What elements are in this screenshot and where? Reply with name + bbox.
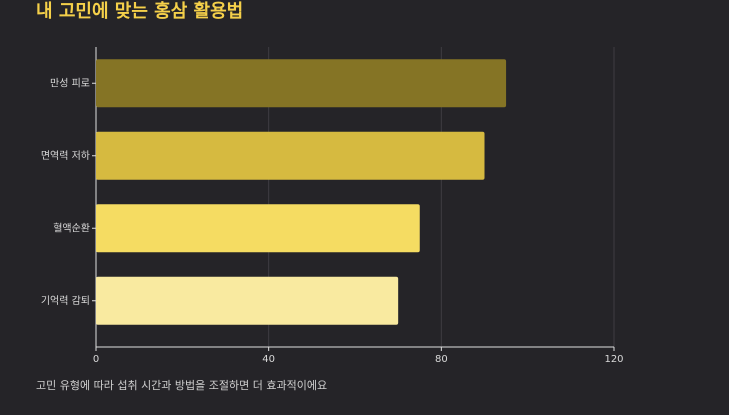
x-tick-label: 80 bbox=[435, 354, 448, 365]
x-tick-label: 120 bbox=[604, 354, 623, 365]
y-tick-label: 만성 피로 bbox=[50, 77, 90, 89]
y-tick-label: 기억력 감퇴 bbox=[41, 295, 90, 307]
footnote: 고민 유형에 따라 섭취 시간과 방법을 조절하면 더 효과적이에요 bbox=[36, 378, 327, 392]
x-tick-label: 0 bbox=[93, 354, 99, 365]
y-tick-label: 혈액순환 bbox=[53, 221, 90, 234]
bar bbox=[96, 276, 399, 325]
x-tick-label: 40 bbox=[262, 354, 275, 365]
y-tick-label: 면역력 저하 bbox=[41, 149, 90, 162]
bar bbox=[96, 204, 420, 253]
chart-title: 내 고민에 맞는 홍삼 활용법 bbox=[36, 0, 243, 22]
bar bbox=[96, 59, 507, 108]
bar bbox=[96, 131, 485, 180]
